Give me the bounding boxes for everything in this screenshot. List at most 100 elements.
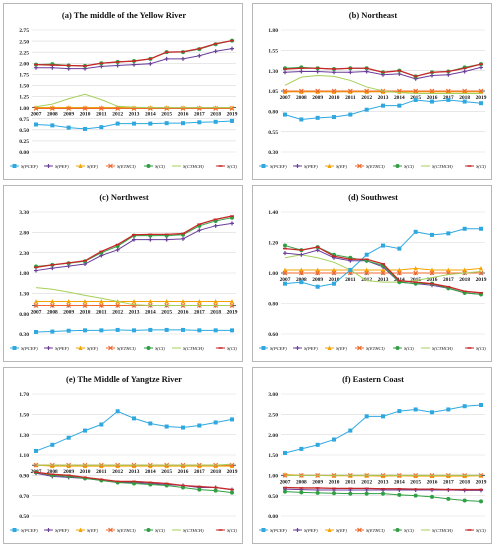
data-point — [83, 126, 87, 131]
legend-label: S(PCEF) — [21, 164, 38, 169]
legend-label: S(CI) — [404, 346, 414, 351]
x-tick-label: 2016 — [178, 469, 189, 475]
data-point — [83, 298, 87, 304]
legend-label: S(PEF) — [55, 346, 69, 351]
data-point — [83, 428, 87, 433]
legend-label: S(CTHCH) — [183, 528, 204, 533]
data-point — [381, 243, 385, 248]
data-point — [479, 226, 483, 231]
data-point — [283, 251, 287, 256]
legend-label: S(EF) — [336, 346, 347, 351]
data-point — [148, 298, 153, 304]
legend-label: S(CTHCH) — [183, 164, 204, 169]
legend-label: S(CI) — [155, 346, 165, 351]
data-point — [315, 267, 320, 272]
y-tick-label: 2.75 — [19, 28, 29, 34]
x-tick-label: 2008 — [47, 310, 58, 316]
data-point — [34, 329, 38, 334]
data-point — [148, 327, 153, 332]
data-point — [283, 281, 287, 286]
x-tick-label: 2011 — [345, 479, 356, 485]
data-point — [50, 298, 55, 304]
data-point — [397, 409, 402, 414]
data-point — [397, 103, 402, 108]
data-point — [49, 106, 55, 111]
data-point — [396, 270, 402, 276]
legend-marker — [261, 528, 266, 532]
y-tick-label: 2.80 — [19, 231, 29, 237]
data-point — [148, 61, 153, 66]
series-line — [36, 463, 233, 466]
y-tick-label: 2.00 — [268, 433, 278, 439]
data-point — [99, 328, 104, 333]
y-tick-label: 2.30 — [19, 251, 29, 257]
x-tick-label: 2018 — [459, 95, 470, 101]
data-point — [98, 303, 104, 308]
data-point — [413, 407, 418, 412]
legend-marker — [46, 528, 51, 532]
legend-marker — [295, 346, 300, 350]
data-point — [181, 298, 185, 304]
x-tick-label: 2010 — [329, 479, 340, 485]
x-tick-label: 2012 — [361, 277, 372, 283]
series-line — [35, 215, 233, 268]
legend-label: S(PEF) — [304, 346, 318, 351]
data-point — [315, 442, 320, 447]
y-tick-label: 0.50 — [19, 128, 29, 134]
data-point — [115, 121, 120, 126]
legend-marker — [108, 527, 113, 533]
data-point — [115, 106, 121, 111]
legend-label: S(ETHCI) — [366, 346, 385, 351]
y-tick-label: 1.70 — [19, 392, 29, 398]
data-point — [132, 62, 136, 67]
legend-marker — [46, 346, 51, 350]
y-tick-label: 2.50 — [268, 413, 278, 419]
y-tick-label: 0.50 — [268, 494, 278, 500]
data-point — [66, 303, 72, 308]
y-tick-label: 1.10 — [19, 453, 29, 459]
data-point — [430, 410, 434, 415]
x-tick-label: 2016 — [427, 479, 438, 485]
x-tick-label: 2016 — [178, 112, 189, 118]
x-tick-label: 2019 — [227, 112, 238, 118]
x-tick-label: 2009 — [312, 95, 323, 101]
legend-marker — [12, 528, 17, 532]
data-point — [213, 420, 218, 425]
x-tick-label: 2018 — [459, 277, 470, 283]
data-point — [479, 101, 483, 106]
data-point — [479, 402, 483, 407]
legend-label: S(EF) — [87, 528, 98, 533]
y-tick-label: 2.00 — [19, 61, 29, 67]
legend-label: S(PCEF) — [21, 528, 38, 533]
legend-label: S(ETHCI) — [117, 528, 136, 533]
data-point — [332, 491, 336, 496]
legend-marker — [46, 164, 51, 168]
data-point — [429, 88, 435, 94]
data-point — [364, 270, 370, 276]
data-point — [33, 303, 39, 308]
legend-marker — [12, 346, 17, 350]
legend-marker — [78, 345, 83, 350]
x-tick-label: 2017 — [443, 479, 454, 485]
x-tick-label: 2017 — [194, 310, 205, 316]
legend-marker — [295, 164, 300, 168]
x-tick-label: 2018 — [210, 469, 221, 475]
x-tick-label: 2010 — [329, 95, 340, 101]
data-point — [299, 117, 304, 122]
x-tick-label: 2019 — [476, 479, 487, 485]
y-tick-label: 0.70 — [19, 494, 29, 500]
x-tick-label: 2012 — [361, 479, 372, 485]
x-tick-label: 2015 — [161, 469, 172, 475]
data-point — [197, 423, 202, 428]
x-tick-label: 2011 — [96, 310, 107, 316]
data-point — [397, 246, 402, 251]
data-point — [164, 424, 169, 429]
legend-marker — [146, 528, 151, 532]
data-point — [66, 328, 71, 333]
data-point — [181, 236, 185, 241]
data-point — [397, 267, 402, 272]
data-point — [462, 498, 467, 503]
y-tick-label: 0.90 — [19, 474, 29, 480]
x-tick-label: 2008 — [47, 469, 58, 475]
y-tick-label: 0.50 — [19, 514, 29, 520]
